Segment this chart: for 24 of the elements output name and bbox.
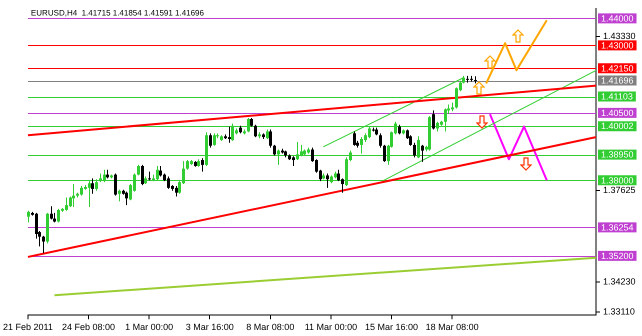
ref-line-label: 1.35200 bbox=[601, 250, 634, 261]
ref-line-label: 1.44000 bbox=[601, 13, 634, 24]
chart-title: EURUSD,H4 1.41715 1.41854 1.41591 1.41696 bbox=[30, 8, 205, 18]
x-tick-label: 8 Mar 08:00 bbox=[246, 322, 294, 332]
x-tick-label: 3 Mar 16:00 bbox=[186, 322, 234, 332]
ref-line-label: 1.41696 bbox=[601, 76, 634, 86]
ref-line-label: 1.40002 bbox=[601, 121, 634, 132]
y-tick-label: 1.34230 bbox=[603, 276, 636, 286]
ref-line-label: 1.42150 bbox=[601, 63, 634, 74]
ref-line-label: 1.38000 bbox=[601, 175, 634, 186]
ref-line-label: 1.38950 bbox=[601, 150, 634, 160]
x-tick-label: 15 Mar 16:00 bbox=[364, 322, 418, 332]
x-tick-label: 1 Mar 00:00 bbox=[125, 322, 174, 332]
x-tick-label: 18 Mar 08:00 bbox=[426, 322, 479, 332]
y-tick-label: 1.43330 bbox=[603, 30, 636, 41]
ref-line-label: 1.43000 bbox=[601, 40, 634, 50]
x-tick-label: 24 Feb 08:00 bbox=[62, 322, 116, 332]
y-tick-label: 1.33110 bbox=[603, 306, 635, 317]
x-tick-label: 21 Feb 2011 bbox=[3, 322, 53, 332]
x-tick-label: 11 Mar 00:00 bbox=[304, 322, 358, 332]
y-tick-label: 1.37625 bbox=[603, 184, 636, 195]
ref-line-label: 1.36254 bbox=[601, 222, 634, 232]
ref-line-label: 1.40500 bbox=[601, 108, 634, 118]
ref-line-label: 1.41103 bbox=[601, 92, 633, 102]
